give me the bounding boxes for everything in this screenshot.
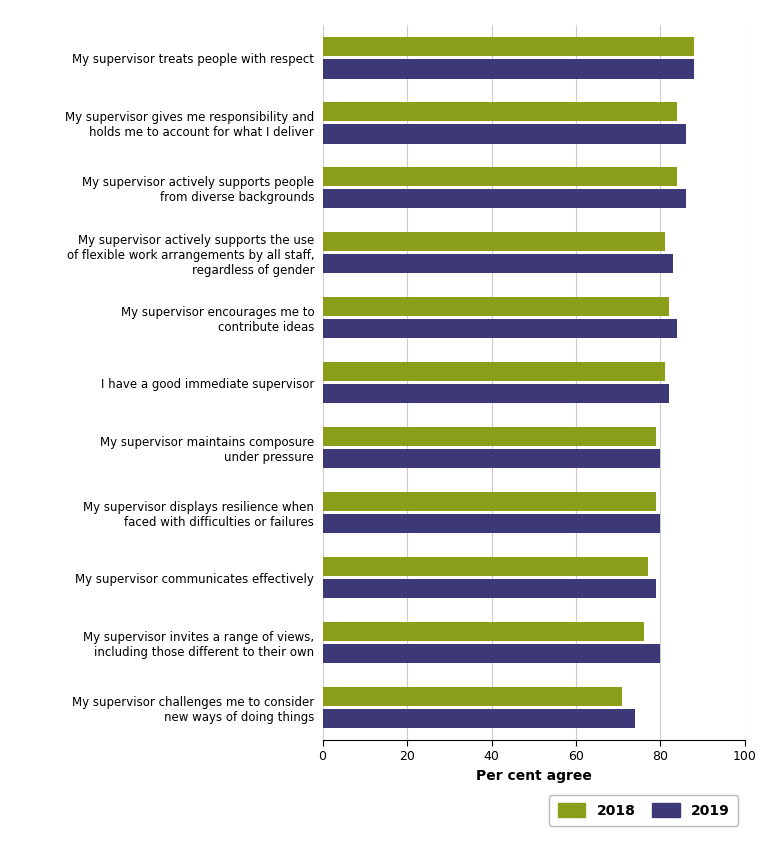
Bar xyxy=(323,427,656,447)
Bar xyxy=(323,59,694,78)
Bar xyxy=(323,362,664,381)
Bar xyxy=(323,189,686,209)
Bar xyxy=(323,687,622,706)
Legend: 2018, 2019: 2018, 2019 xyxy=(549,795,738,826)
X-axis label: Per cent agree: Per cent agree xyxy=(476,769,591,783)
Bar xyxy=(323,709,635,728)
Bar xyxy=(323,644,660,664)
Bar xyxy=(323,37,694,56)
Bar xyxy=(323,514,660,533)
Bar xyxy=(323,319,677,338)
Bar xyxy=(323,449,660,468)
Bar xyxy=(323,557,647,576)
Bar xyxy=(323,492,656,511)
Bar xyxy=(323,579,656,599)
Bar xyxy=(323,167,677,187)
Bar xyxy=(323,254,673,273)
Bar xyxy=(323,297,669,316)
Bar xyxy=(323,102,677,121)
Bar xyxy=(323,621,644,642)
Bar xyxy=(323,124,686,144)
Bar xyxy=(323,232,664,251)
Bar xyxy=(323,384,669,404)
